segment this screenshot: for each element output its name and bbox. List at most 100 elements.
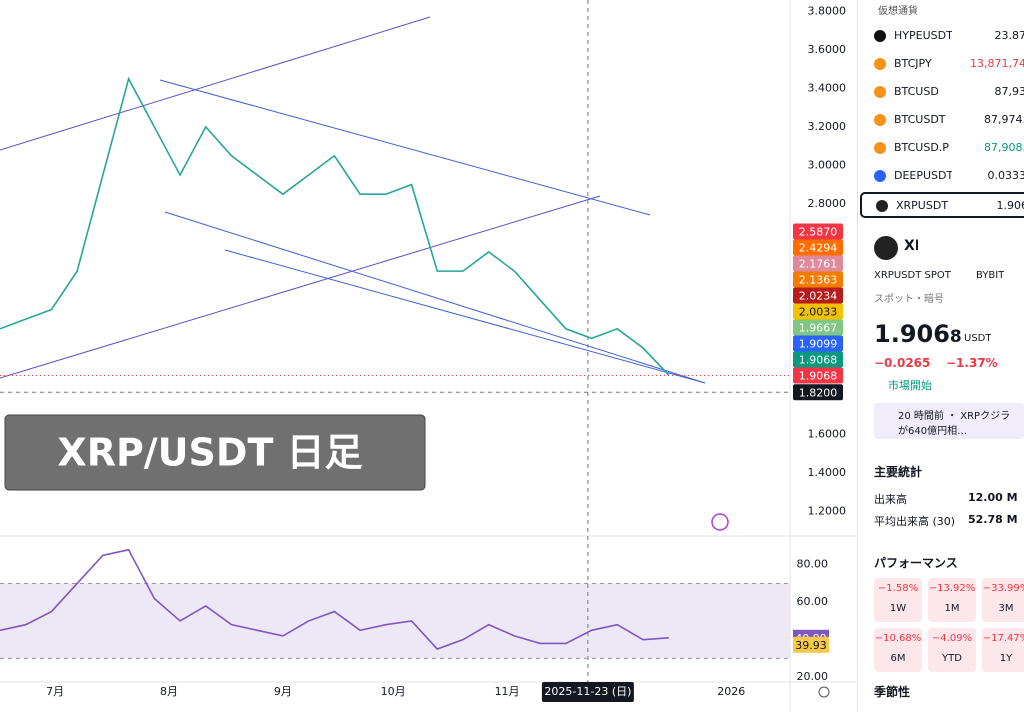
price-last-digit: 8 [949,327,962,347]
symbol: BTCUSD [894,85,939,98]
category: スポット・暗号 [874,294,944,305]
rsi-ma-badge [793,636,829,653]
performance-value: −4.09% [931,633,973,644]
watchlist-row[interactable]: XRPUSDT 1.906 [860,192,1024,218]
alert-icon[interactable] [711,513,729,531]
last-price: 1.9068 [874,320,962,348]
x-tick-label: 11月 [495,685,520,698]
price-badge [793,335,843,352]
y-tick-label: 3.4000 [808,81,847,94]
price-line [0,76,670,376]
rsi-line [0,548,669,650]
crosshair-date-label: 2025-11-23 (日) [544,685,631,698]
channel-line [0,195,601,379]
stat-value: 12.00 M [968,491,1018,504]
price-badge-label: 2.0033 [799,306,838,319]
rsi-ma-badge-label: 39.93 [795,639,827,652]
performance-value: −13.92% [928,583,976,594]
rsi-band-bg [0,583,790,659]
symbol-icon [876,200,888,212]
price-badge [793,351,843,368]
price-badge-label: 2.1363 [799,274,838,287]
price-badge-label: 1.9667 [799,322,838,335]
overlay-title-box: XRP/USDT 日足 [4,414,426,491]
performance-value: −33.99% [982,583,1024,594]
price: 1.906 [996,199,1024,212]
change: −0.0265 [874,356,931,370]
price-badge [793,255,843,272]
symbol-icon [874,142,886,154]
symbol-icon [874,58,886,70]
y-tick-label: 1.6000 [808,428,847,441]
price-badge-label: 1.9068 [799,354,838,367]
y-tick-label: 2.8000 [808,197,847,210]
channel-line [159,79,651,216]
symbol: HYPEUSDT [894,29,952,42]
performance-cell: −10.68% 6M [874,628,922,672]
performance-period: 1Y [999,653,1013,664]
x-tick-label: 7月 [46,685,64,698]
x-tick-label: 8月 [160,685,178,698]
market-status: 市場開始 [888,379,932,392]
performance-cell: −13.92% 1M [928,578,976,622]
watchlist-row[interactable]: BTCUSD 87,93 [860,80,1024,106]
price-badge-label: 2.1761 [799,258,838,271]
price-badge-label: 1.9068 [799,370,838,383]
stat-label: 出来高 [874,493,907,506]
performance-period: 3M [998,603,1014,614]
watchlist-row[interactable]: DEEPUSDT 0.0333 [860,164,1024,190]
symbol: BTCUSD.P [894,141,949,154]
symbol-icon [874,30,886,42]
performance-cell: −17.47% 1Y [982,628,1024,672]
price-badge-label: 2.5870 [799,226,838,239]
stats-title: 主要統計 [874,465,923,479]
performance-period: 1M [944,603,960,614]
symbol: DEEPUSDT [894,169,952,182]
crosshair-price-badge [793,384,843,401]
price-badge-label: 1.9099 [799,338,838,351]
sidebar: 仮想通貨 HYPEUSDT 23.87 BTCJPY 13,871,74 BTCUSD 8… [857,0,1024,712]
rsi-tick-label: 20.00 [797,670,829,683]
price-badge-label: 2.0234 [799,290,838,303]
news[interactable]: 20 時間前 ・ XRPクジラが640億円相… [874,403,1024,439]
rsi-tick-label: 60.00 [797,595,829,608]
watchlist-row[interactable]: BTCUSDT 87,974. [860,108,1024,134]
channel-line [164,211,706,384]
price: 87,908. [984,141,1024,154]
seasonality-title: 季節性 [874,685,911,699]
chart: XRP/USDT 日足 3.8000 3.6000 3.4000 3.2000 3.00… [0,0,856,712]
price-main: 1.906 [874,320,950,348]
change-pct: −1.37% [946,356,998,370]
price-badge [793,367,843,384]
symbol-icon [874,86,886,98]
performance-value: −1.58% [877,583,919,594]
price: 23.87 [994,29,1024,42]
x-tick-label: 9月 [274,685,292,698]
y-tick-label: 1.2000 [808,504,847,517]
price-badge [793,223,843,240]
symbol: XRPUSDT [896,199,949,212]
channel-line [224,249,706,384]
watchlist-row[interactable]: BTCUSD.P 87,908. [860,136,1024,162]
rsi-tick-label: 80.00 [797,558,829,571]
price-badge [793,239,843,256]
y-tick-label: 3.0000 [808,158,847,171]
symbol-icon [874,114,886,126]
watchlist-title: 仮想通貨 [878,6,918,17]
price-badge-label: 2.4294 [799,242,838,255]
ticker: XR [904,238,918,254]
price-badge [793,303,843,320]
symbol: BTCJPY [894,57,932,70]
y-tick-label: 3.6000 [808,43,847,56]
settings-icon[interactable] [818,686,830,698]
performance-period: YTD [942,653,962,664]
price: 87,93 [994,85,1024,98]
watchlist-row[interactable]: HYPEUSDT 23.87 [860,24,1024,50]
stat-label: 平均出来高 (30) [874,515,956,528]
performance-period: 6M [890,653,906,664]
price: 87,974. [984,113,1024,126]
performance-title: パフォーマンス [874,556,958,570]
watchlist-row[interactable]: BTCJPY 13,871,74 [860,52,1024,78]
symbol-name: XRPUSDT SPOT [874,270,951,281]
